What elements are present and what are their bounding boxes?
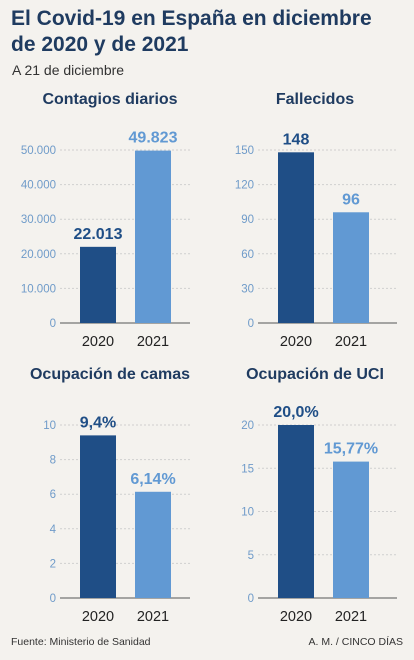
y-tick-label: 8 [50, 455, 56, 467]
x-tick-label: 2021 [137, 334, 169, 350]
chart-fallecidos: 0 30 60 90 120 150 148 2020 96 2021 [235, 131, 397, 350]
y-tick-label: 0 [50, 593, 56, 605]
y-tick-label: 4 [50, 524, 57, 536]
y-tick-label: 90 [241, 214, 254, 226]
y-tick-label: 150 [235, 145, 254, 157]
chart-camas: 0 2 4 6 8 10 9,4% 2020 6,14% 2021 [43, 414, 190, 625]
data-label: 148 [283, 131, 310, 148]
data-label: 9,4% [80, 414, 116, 431]
y-tick-label: 20 [241, 420, 254, 432]
data-label: 49.823 [129, 130, 178, 147]
chart-title-uci: Ocupación de UCI [246, 366, 384, 383]
bar-2020 [278, 152, 314, 323]
chart-title-camas: Ocupación de camas [29, 366, 191, 383]
x-tick-label: 2021 [335, 609, 367, 625]
x-tick-label: 2021 [137, 609, 169, 625]
y-tick-label: 20.000 [21, 249, 56, 261]
title-line-2: de 2020 y de 2021 [11, 33, 189, 56]
y-tick-label: 10 [43, 420, 56, 432]
x-tick-label: 2020 [82, 609, 114, 625]
y-tick-label: 5 [248, 550, 254, 562]
bar-2021 [135, 150, 171, 323]
y-tick-label: 0 [50, 318, 56, 330]
bar-2020 [80, 246, 116, 323]
chart-title-fallecidos: Fallecidos [275, 91, 355, 108]
chart-title-contagios: Contagios diarios [42, 91, 178, 108]
bar-2021 [333, 461, 369, 598]
y-tick-label: 30.000 [21, 214, 56, 226]
data-label: 15,77% [324, 441, 378, 458]
source-note: Fuente: Ministerio de Sanidad [11, 636, 151, 648]
bar-2020 [278, 425, 314, 598]
bar-2020 [80, 435, 116, 598]
data-label: 20,0% [273, 404, 318, 421]
data-label: 96 [342, 191, 360, 208]
credit-note: A. M. / CINCO DÍAS [308, 636, 403, 648]
y-tick-label: 0 [248, 318, 254, 330]
x-tick-label: 2020 [280, 609, 312, 625]
y-tick-label: 120 [235, 180, 254, 192]
page-subtitle: A 21 de diciembre [12, 62, 125, 78]
page-title: El Covid-19 en España en diciembre de 20… [11, 6, 407, 58]
y-tick-label: 60 [241, 249, 254, 261]
data-label: 22.013 [74, 226, 123, 243]
chart-uci: 0 5 10 15 20 20,0% 2020 15,77% 2021 [241, 404, 397, 625]
y-tick-label: 6 [50, 489, 56, 501]
y-tick-label: 50.000 [21, 145, 56, 157]
y-tick-label: 0 [248, 593, 254, 605]
bar-2021 [135, 491, 171, 598]
y-tick-label: 30 [241, 283, 254, 295]
x-tick-label: 2020 [82, 334, 114, 350]
bar-2021 [333, 212, 369, 323]
title-line-1: El Covid-19 en España en diciembre [11, 7, 372, 30]
data-label: 6,14% [130, 471, 175, 488]
x-tick-label: 2021 [335, 334, 367, 350]
y-tick-label: 10.000 [21, 283, 56, 295]
y-tick-label: 10 [241, 507, 254, 519]
y-tick-label: 15 [241, 463, 254, 475]
y-tick-label: 2 [50, 558, 56, 570]
y-tick-label: 40.000 [21, 180, 56, 192]
x-tick-label: 2020 [280, 334, 312, 350]
chart-contagios: 0 10.000 20.000 30.000 40.000 50.000 22.013 202… [21, 130, 190, 350]
